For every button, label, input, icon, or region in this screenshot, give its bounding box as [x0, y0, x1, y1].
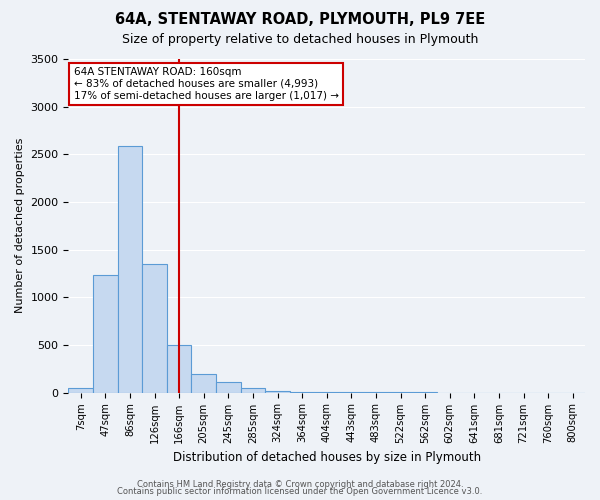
X-axis label: Distribution of detached houses by size in Plymouth: Distribution of detached houses by size … — [173, 451, 481, 464]
Bar — [191, 374, 216, 392]
Text: Size of property relative to detached houses in Plymouth: Size of property relative to detached ho… — [122, 32, 478, 46]
Bar — [216, 382, 241, 392]
Bar — [118, 146, 142, 392]
Bar — [167, 345, 191, 393]
Bar — [265, 390, 290, 392]
Y-axis label: Number of detached properties: Number of detached properties — [15, 138, 25, 314]
Text: 64A, STENTAWAY ROAD, PLYMOUTH, PL9 7EE: 64A, STENTAWAY ROAD, PLYMOUTH, PL9 7EE — [115, 12, 485, 28]
Bar — [241, 388, 265, 392]
Text: Contains public sector information licensed under the Open Government Licence v3: Contains public sector information licen… — [118, 488, 482, 496]
Text: 64A STENTAWAY ROAD: 160sqm
← 83% of detached houses are smaller (4,993)
17% of s: 64A STENTAWAY ROAD: 160sqm ← 83% of deta… — [74, 68, 338, 100]
Bar — [142, 264, 167, 392]
Bar — [93, 276, 118, 392]
Text: Contains HM Land Registry data © Crown copyright and database right 2024.: Contains HM Land Registry data © Crown c… — [137, 480, 463, 489]
Bar — [68, 388, 93, 392]
